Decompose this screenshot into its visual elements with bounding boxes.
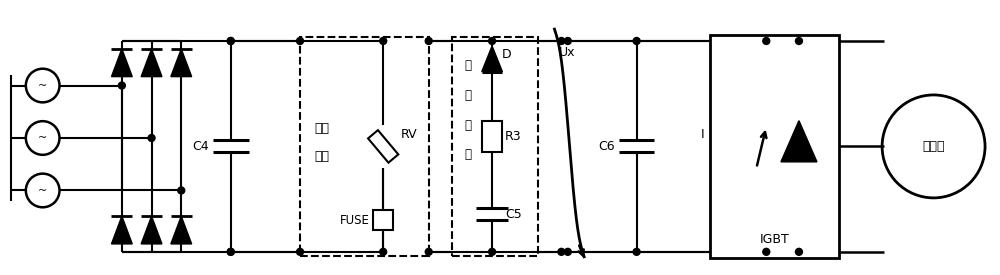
Circle shape: [380, 248, 387, 255]
Text: 第三: 第三: [314, 122, 329, 135]
Text: C4: C4: [192, 140, 209, 153]
Text: 电路: 电路: [314, 150, 329, 163]
Text: 第: 第: [465, 59, 472, 72]
Polygon shape: [111, 49, 132, 77]
Circle shape: [763, 248, 770, 255]
Text: RV: RV: [401, 128, 418, 141]
Text: Ux: Ux: [558, 46, 575, 59]
Circle shape: [564, 37, 571, 45]
Text: D: D: [502, 48, 512, 61]
Text: R3: R3: [505, 130, 522, 143]
Text: C5: C5: [505, 208, 522, 221]
Circle shape: [227, 248, 234, 255]
Text: C6: C6: [598, 140, 615, 153]
Circle shape: [489, 37, 496, 45]
Circle shape: [227, 37, 234, 45]
Polygon shape: [368, 130, 398, 163]
Polygon shape: [171, 216, 192, 244]
Text: ~: ~: [38, 81, 47, 90]
Bar: [482, 121, 502, 152]
Polygon shape: [141, 216, 162, 244]
Bar: [452, 37, 538, 256]
Bar: [373, 210, 393, 230]
Bar: [300, 37, 429, 256]
Polygon shape: [141, 49, 162, 77]
Circle shape: [795, 248, 802, 255]
Circle shape: [227, 248, 234, 255]
Polygon shape: [111, 216, 132, 244]
Circle shape: [178, 187, 185, 194]
Circle shape: [763, 37, 770, 45]
Circle shape: [425, 248, 432, 255]
Text: IGBT: IGBT: [759, 233, 789, 246]
Bar: [710, 35, 839, 258]
Polygon shape: [171, 49, 192, 77]
Circle shape: [633, 248, 640, 255]
Text: 二: 二: [465, 89, 472, 102]
Text: I: I: [700, 128, 704, 141]
Circle shape: [118, 82, 125, 89]
Circle shape: [489, 248, 496, 255]
Circle shape: [425, 37, 432, 45]
Circle shape: [564, 248, 571, 255]
Text: ~: ~: [38, 133, 47, 143]
Circle shape: [148, 134, 155, 141]
Circle shape: [633, 37, 640, 45]
Circle shape: [795, 37, 802, 45]
Circle shape: [558, 37, 565, 45]
Text: 压缩机: 压缩机: [922, 140, 945, 153]
Circle shape: [558, 248, 565, 255]
Text: FUSE: FUSE: [339, 214, 369, 227]
Text: 路: 路: [465, 148, 472, 161]
Circle shape: [297, 248, 304, 255]
Polygon shape: [482, 46, 502, 72]
Circle shape: [297, 37, 304, 45]
Text: ~: ~: [38, 185, 47, 196]
Circle shape: [227, 37, 234, 45]
Circle shape: [380, 37, 387, 45]
Polygon shape: [781, 121, 817, 162]
Text: 电: 电: [465, 119, 472, 132]
